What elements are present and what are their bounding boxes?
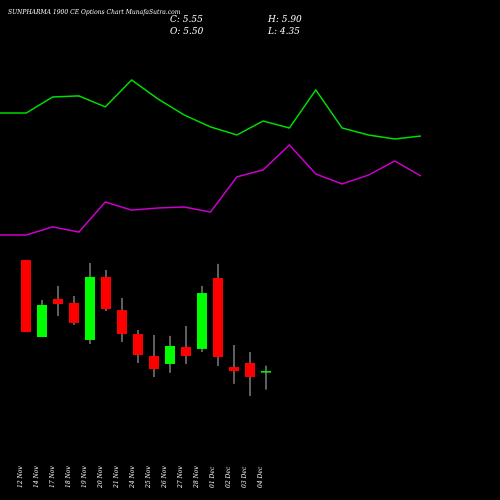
candle-body xyxy=(69,302,79,323)
candle-body xyxy=(101,276,111,309)
candle-body xyxy=(213,278,223,357)
ohlc-label: H: 5.90 xyxy=(267,15,302,25)
candle-body xyxy=(261,371,271,373)
candle-body xyxy=(37,304,47,338)
candle-body xyxy=(165,345,175,364)
ohlc-label: L: 4.35 xyxy=(267,27,300,37)
candle-body xyxy=(133,334,143,355)
x-tick-label: 19 Nov xyxy=(81,466,88,488)
candle-body xyxy=(53,298,63,305)
x-tick-label: 03 Dec xyxy=(241,466,248,488)
candle-body xyxy=(197,293,207,349)
x-tick-label: 02 Dec xyxy=(225,466,232,488)
x-tick-label: 20 Nov xyxy=(97,466,104,489)
line-series xyxy=(0,79,422,140)
candle-body xyxy=(181,347,191,357)
candle-body xyxy=(149,356,159,370)
x-tick-label: 04 Dec xyxy=(257,466,264,488)
candle-body xyxy=(85,276,95,340)
x-tick-label: 12 Nov xyxy=(17,466,24,488)
x-tick-label: 18 Nov xyxy=(65,466,72,488)
candle-body xyxy=(117,310,127,335)
x-tick-label: 01 Dec xyxy=(209,466,216,488)
x-tick-label: 25 Nov xyxy=(145,466,152,489)
x-tick-label: 24 Nov xyxy=(129,466,136,489)
x-tick-label: 14 Nov xyxy=(33,466,40,488)
chart-title: SUNPHARMA 1900 CE Options Chart MunafaSu… xyxy=(8,9,181,16)
x-tick-label: 17 Nov xyxy=(49,466,56,488)
x-tick-label: 28 Nov xyxy=(193,466,200,489)
ohlc-label: O: 5.50 xyxy=(170,27,204,37)
ohlc-label: C: 5.55 xyxy=(170,15,203,25)
x-tick-label: 26 Nov xyxy=(161,466,168,489)
candle-body xyxy=(245,363,255,377)
candle-body xyxy=(229,367,239,372)
x-tick-label: 21 Nov xyxy=(113,466,120,489)
candle-body xyxy=(21,260,31,333)
line-series xyxy=(0,143,422,236)
x-tick-label: 27 Nov xyxy=(177,466,184,489)
